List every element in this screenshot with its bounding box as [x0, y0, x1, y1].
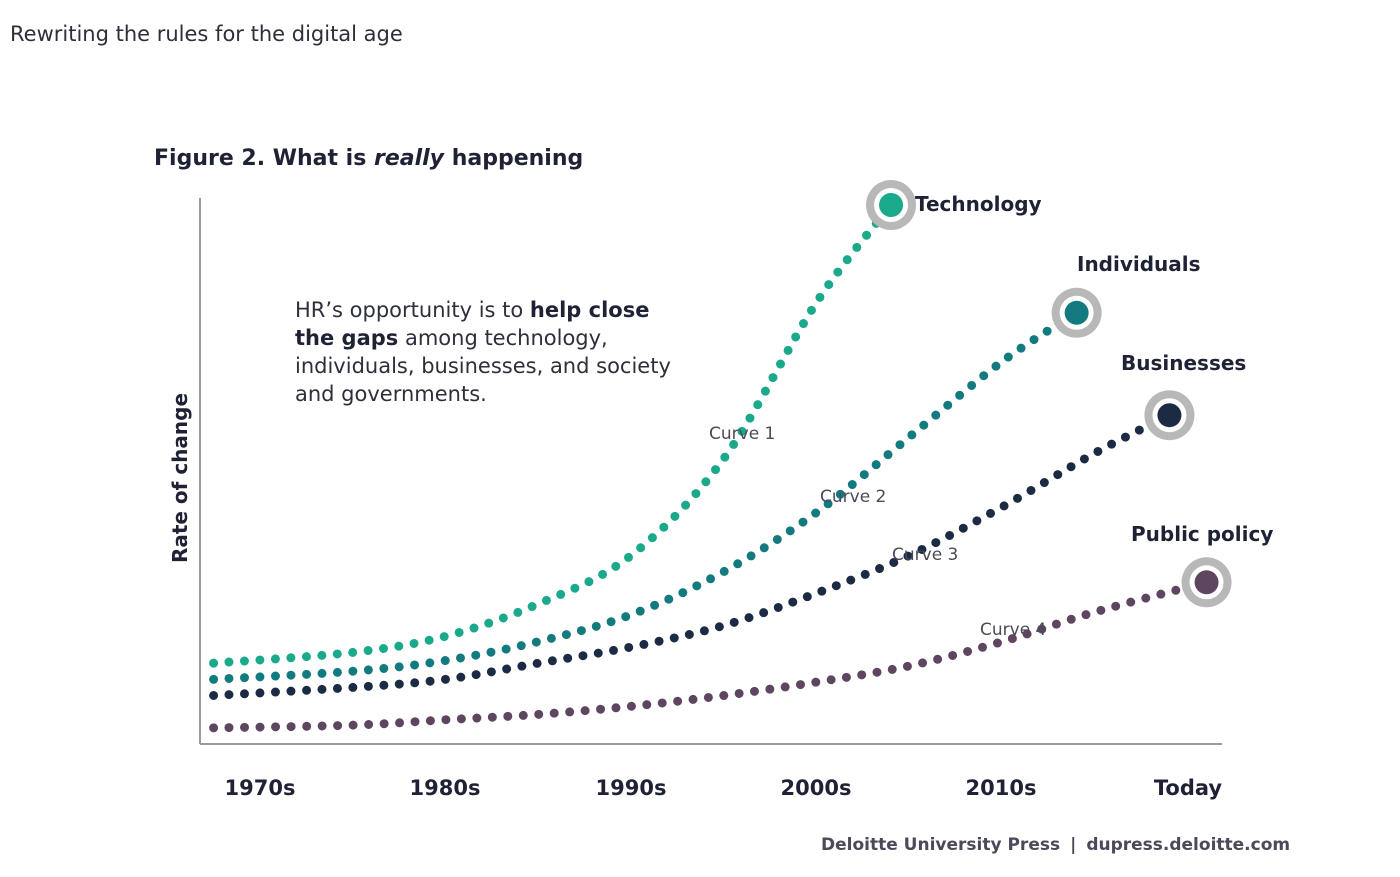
curve-label: Curve 1	[709, 424, 775, 444]
x-tick-label: 2010s	[966, 776, 1037, 800]
source-credit: Deloitte University Press | dupress.deloit…	[821, 835, 1290, 855]
figure-title-suffix: happening	[444, 146, 584, 171]
x-tick-label: Today	[1154, 776, 1223, 800]
end-marker-point	[879, 193, 904, 217]
curve-label: Curve 2	[820, 487, 886, 507]
callout-text-2: among technology,	[398, 326, 608, 350]
x-tick-label: 2000s	[781, 776, 852, 800]
series-individuals	[209, 287, 1102, 684]
series-businesses	[209, 390, 1195, 700]
callout-bold-2: the gaps	[295, 326, 399, 350]
series-name-label: Businesses	[1121, 351, 1246, 375]
end-marker-point	[1157, 403, 1182, 428]
figure-title-emphasis: really	[373, 146, 445, 171]
series-technology	[209, 180, 917, 668]
y-axis-label: Rate of change	[168, 393, 192, 563]
series-layer	[209, 180, 1232, 733]
series-line	[209, 308, 1082, 684]
series-public-policy	[209, 557, 1232, 733]
callout-text: HR’s opportunity is to help close the ga…	[295, 296, 715, 408]
figure-title: Figure 2. What is really happening	[154, 146, 583, 171]
end-marker-point	[1194, 570, 1219, 595]
labels-layer: Technology Curve 1 Individuals Curve 2 Busin…	[709, 192, 1273, 640]
x-tick-label: 1970s	[225, 776, 296, 800]
series-name-label: Individuals	[1077, 252, 1201, 276]
series-name-label: Technology	[915, 192, 1042, 216]
curve-label: Curve 4	[980, 620, 1046, 640]
figure-title-prefix: Figure 2. What is	[154, 146, 374, 171]
series-line	[209, 200, 896, 668]
callout-text-3: individuals, businesses, and society	[295, 354, 671, 378]
series-line	[209, 410, 1174, 700]
end-marker-point	[1064, 300, 1089, 325]
curve-label: Curve 3	[892, 545, 958, 565]
source-url[interactable]: dupress.deloitte.com	[1086, 835, 1291, 855]
source-publisher: Deloitte University Press	[821, 835, 1061, 855]
source-separator: |	[1070, 835, 1077, 855]
callout-bold-1: help close	[529, 298, 650, 322]
page-title: Rewriting the rules for the digital age	[10, 22, 403, 46]
series-name-label: Public policy	[1131, 522, 1273, 546]
x-tick-label: 1990s	[596, 776, 667, 800]
x-tick-label: 1980s	[410, 776, 481, 800]
series-line	[209, 577, 1212, 733]
callout-text-1: HR’s opportunity is to	[295, 298, 530, 322]
chart-axes: Rate of change 1970s 1980s 1990s 2000s 2010s T…	[168, 198, 1222, 800]
callout-text-4: and governments.	[295, 382, 487, 406]
